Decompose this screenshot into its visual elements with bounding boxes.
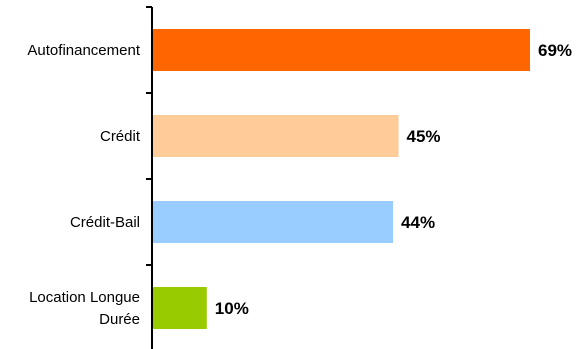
category-label-line: Location Longue <box>29 289 140 306</box>
value-label-1: 45% <box>407 127 441 146</box>
category-label-line: Autofinancement <box>27 42 140 59</box>
bar-1 <box>152 115 399 157</box>
bar-0 <box>152 29 530 71</box>
category-label-1: Crédit <box>100 128 141 145</box>
bar-2 <box>152 201 394 243</box>
category-label-line: Crédit <box>100 128 141 145</box>
category-label-0: Autofinancement <box>27 42 140 59</box>
value-label-2: 44% <box>401 213 435 232</box>
value-label-0: 69% <box>538 41 572 60</box>
category-label-2: Crédit-Bail <box>70 214 140 231</box>
value-labels-group: 69% 45% 44% 10% <box>215 41 572 318</box>
value-label-3: 10% <box>215 299 249 318</box>
category-label-3: Location Longue Durée <box>29 289 140 328</box>
bars-group <box>152 29 530 329</box>
category-label-line: Crédit-Bail <box>70 214 140 231</box>
bar-3 <box>152 287 207 329</box>
category-label-line: Durée <box>99 311 140 328</box>
y-axis <box>146 6 153 349</box>
category-labels-group: Autofinancement Crédit Crédit-Bail Location… <box>27 42 140 328</box>
